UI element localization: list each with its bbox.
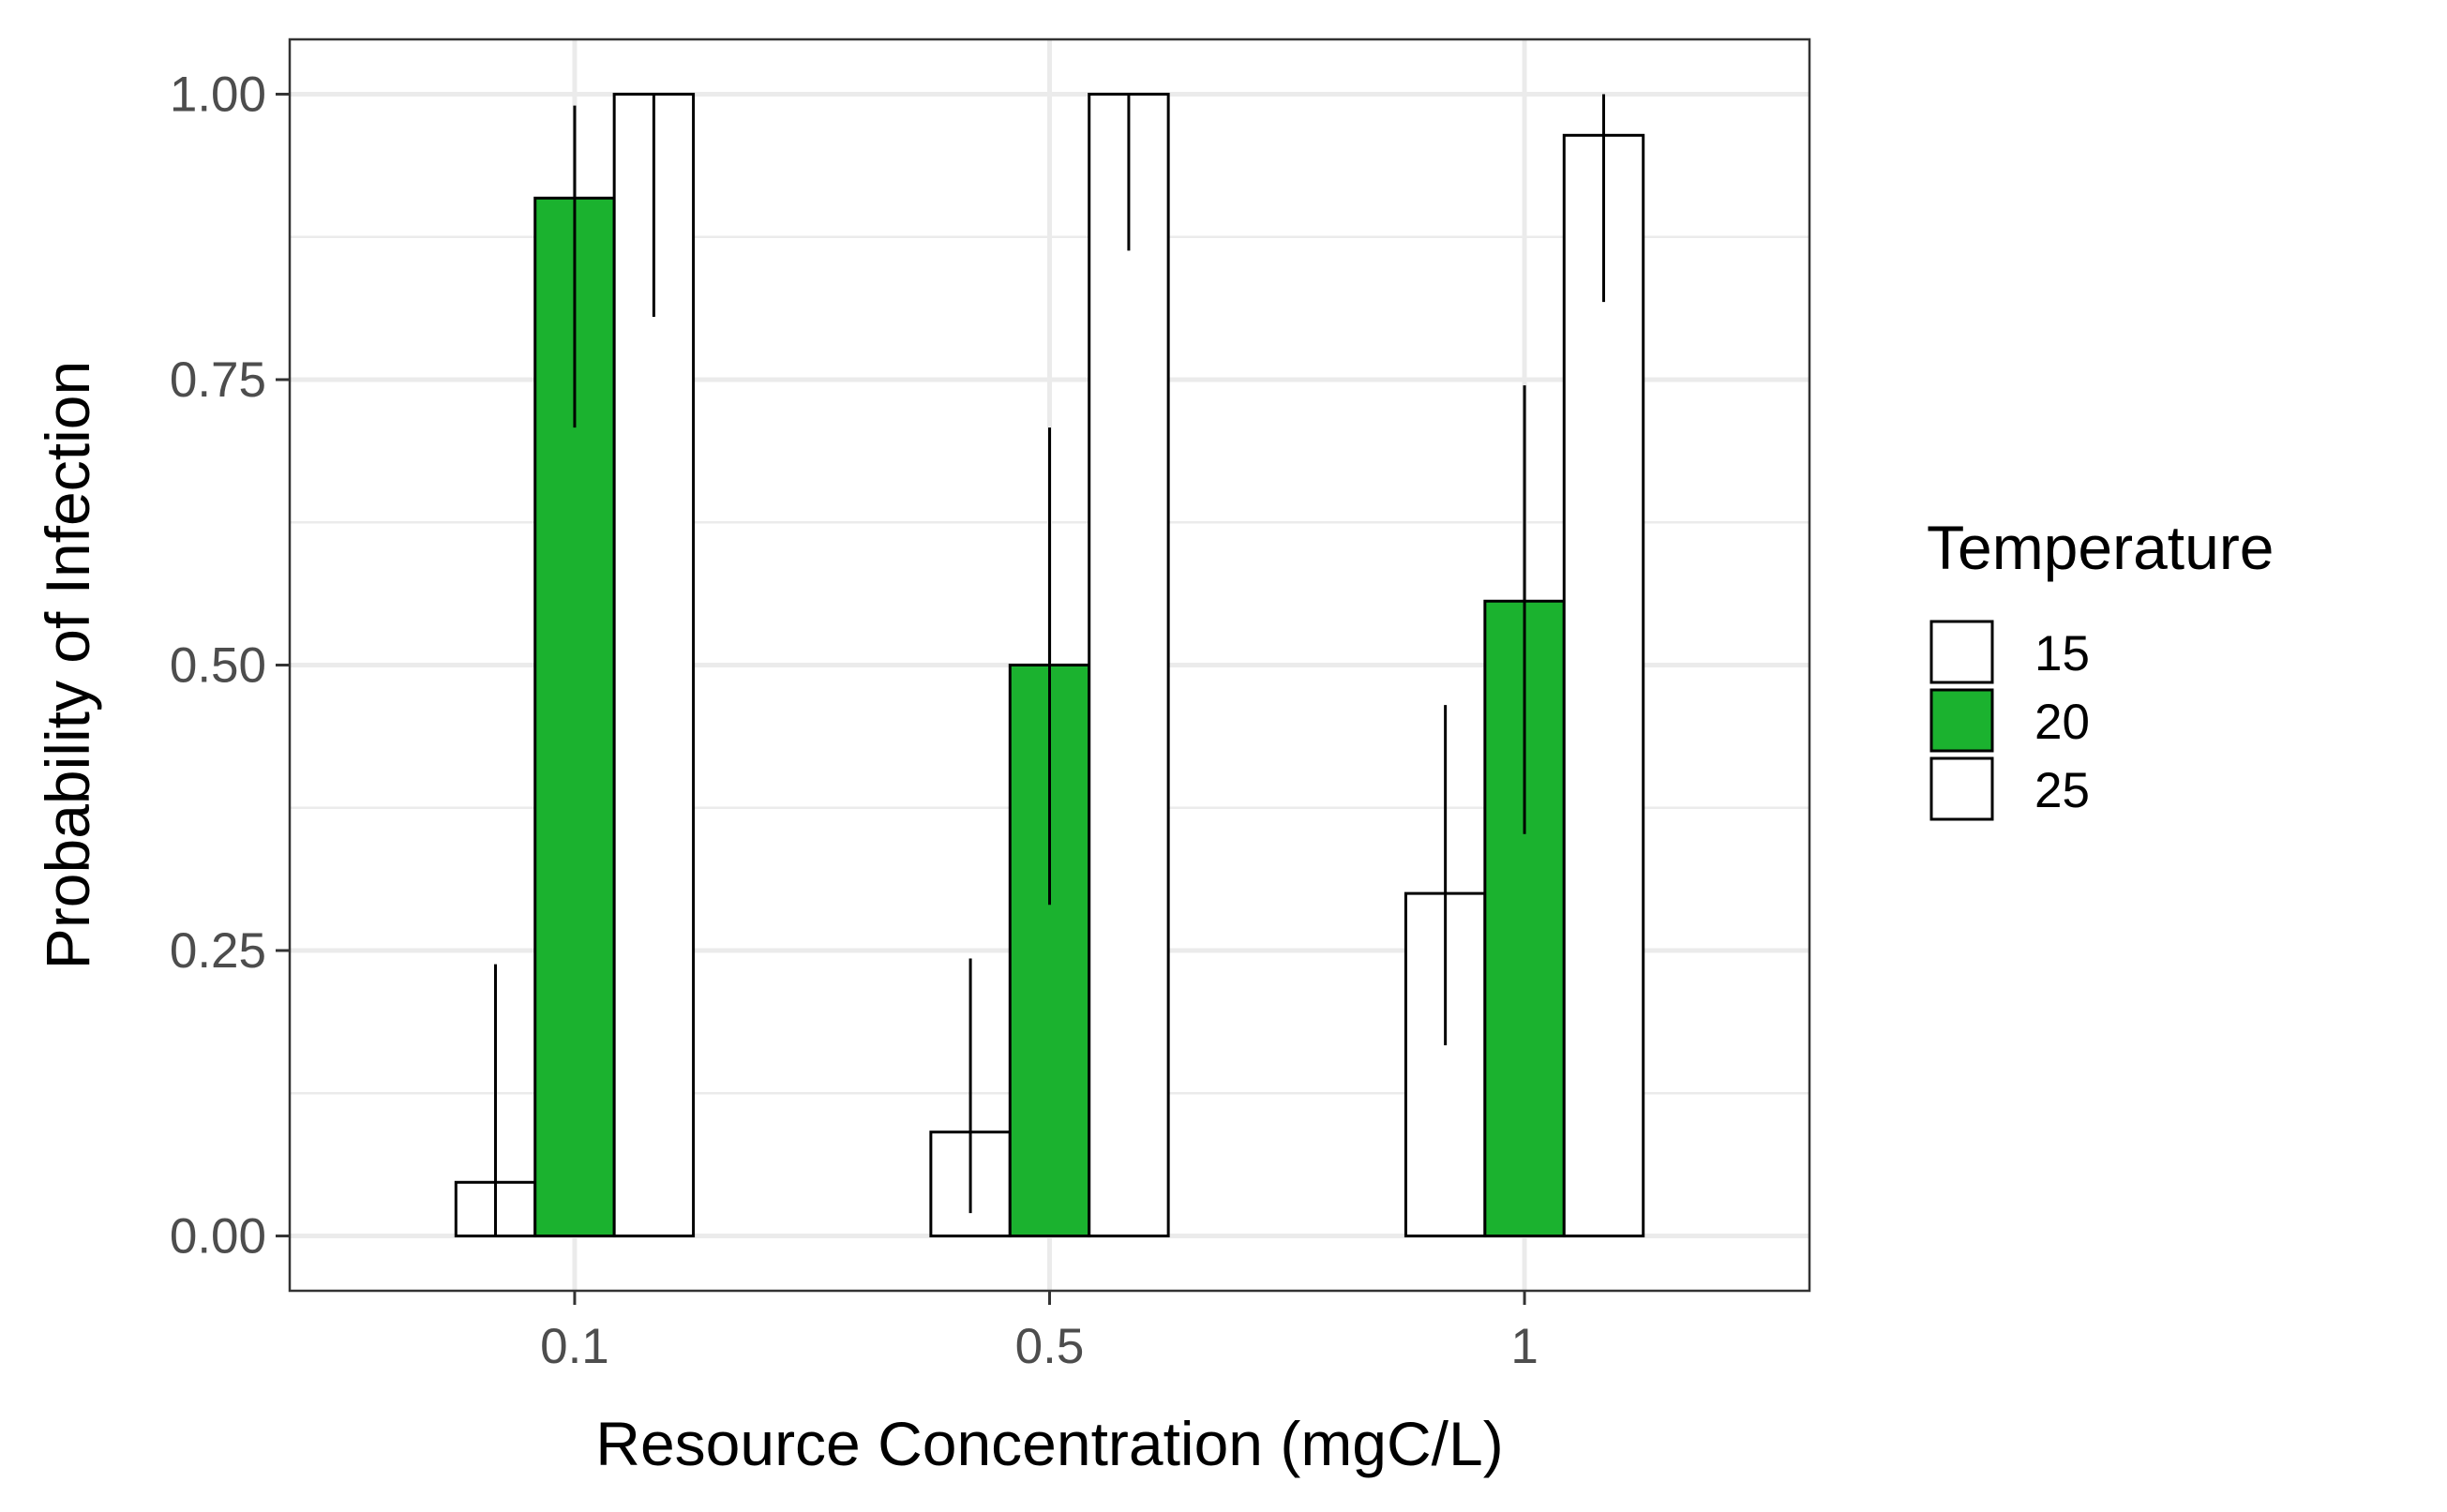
legend-swatch-15	[1929, 620, 1994, 684]
legend-title: Temperature	[1927, 513, 2274, 582]
y-tick-label: 0.00	[170, 1209, 266, 1265]
legend-label-20: 20	[2034, 695, 2090, 750]
legend: Temperature 15 20 25	[1927, 513, 2274, 821]
y-axis-title: Probability of Infection	[33, 361, 102, 969]
x-axis-title: Resource Concentration (mgC/L)	[595, 1409, 1503, 1478]
y-tick-label: 0.50	[170, 638, 266, 694]
legend-swatch-25	[1929, 756, 1994, 821]
legend-swatch-20	[1929, 688, 1994, 753]
legend-label-15: 15	[2034, 626, 2090, 681]
tick-labels: 0.00 0.25 0.50 0.75 1.00 0.1 0.5 1	[170, 67, 1539, 1374]
x-tick-label: 1	[1510, 1319, 1538, 1374]
y-tick-label: 0.25	[170, 923, 266, 979]
x-tick-label: 0.5	[1015, 1319, 1085, 1374]
x-tick-label: 0.1	[540, 1319, 609, 1374]
error-bars	[494, 94, 1605, 1236]
bar-25-0.5	[1088, 92, 1170, 1238]
axis-ticks	[276, 92, 1526, 1305]
legend-label-25: 25	[2034, 763, 2090, 818]
bar-25-1	[1562, 133, 1645, 1238]
y-tick-label: 0.75	[170, 352, 266, 408]
y-tick-label: 1.00	[170, 67, 266, 122]
